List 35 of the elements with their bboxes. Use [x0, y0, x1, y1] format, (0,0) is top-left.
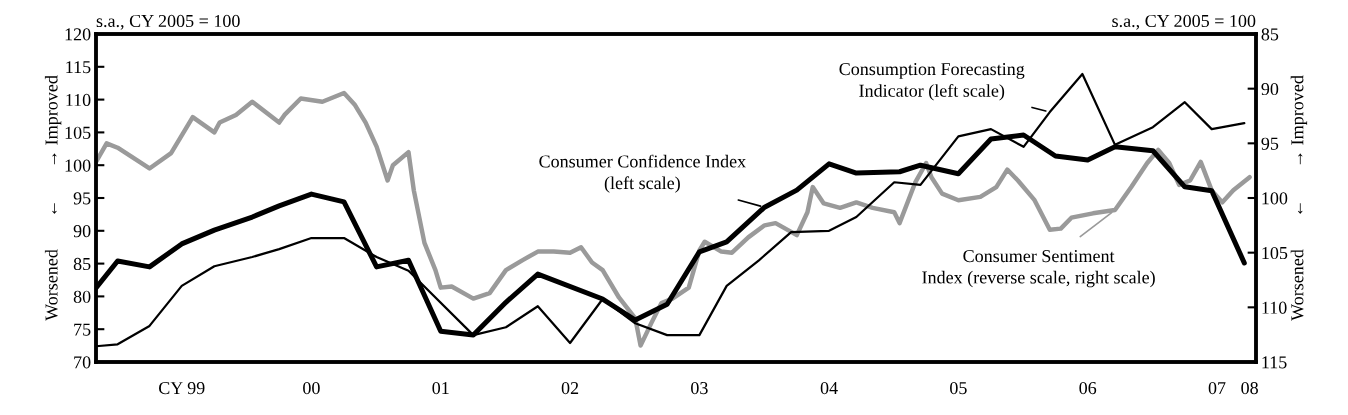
x-tick-label: 01 — [432, 381, 449, 395]
series-label: Consumer Confidence Index (left scale) — [539, 154, 746, 193]
y2-tick-label: 110 — [1262, 301, 1287, 314]
legend-label: Consumer Sentiment Index (reverse scale, right scale) — [922, 250, 1155, 288]
y-tick-label: 90 — [73, 225, 91, 238]
x-tick-label: 08 — [1241, 381, 1258, 395]
series-label: Consumption Forecasting Indicator (left scale) — [839, 63, 1025, 101]
x-tick-label: 00 — [303, 381, 320, 395]
x-tick-label: CY 99 — [159, 382, 205, 395]
y-tick-label: 105 — [65, 126, 91, 139]
y-tick-label: 80 — [73, 290, 91, 303]
y2-tick-label: 115 — [1262, 356, 1287, 369]
y2-tick-label: 90 — [1261, 82, 1279, 96]
text: s.a., CY 2005 = 100 — [1112, 14, 1256, 30]
x-tick-label: 03 — [691, 381, 708, 395]
y-tick-label: 95 — [73, 192, 91, 205]
x-tick-label: 04 — [820, 381, 838, 395]
y2-axis-title: Worsened ← → Improved — [1290, 75, 1308, 321]
x-tick-label: 02 — [561, 381, 579, 395]
y2-tick-label: 105 — [1262, 246, 1288, 260]
y-tick-label: 85 — [73, 257, 91, 271]
y-axis-title: Worsened ← → Improved — [44, 75, 62, 321]
x-tick-label: 05 — [950, 381, 967, 395]
y-tick-label: 110 — [66, 93, 91, 107]
y2-tick-label: 100 — [1262, 192, 1288, 205]
y-tick-label: 115 — [66, 61, 91, 74]
y-tick-label: 70 — [74, 356, 91, 369]
y-tick-label: 120 — [65, 28, 91, 41]
y2-tick-label: 95 — [1261, 137, 1279, 150]
y-tick-label: 100 — [65, 159, 91, 172]
x-tick-label: 07 — [1208, 381, 1226, 395]
y-tick-label: 75 — [74, 323, 91, 336]
y2-tick-label: 85 — [1261, 28, 1279, 41]
text: s.a., CY 2005 = 100 — [96, 14, 240, 30]
x-tick-label: 06 — [1079, 381, 1097, 395]
